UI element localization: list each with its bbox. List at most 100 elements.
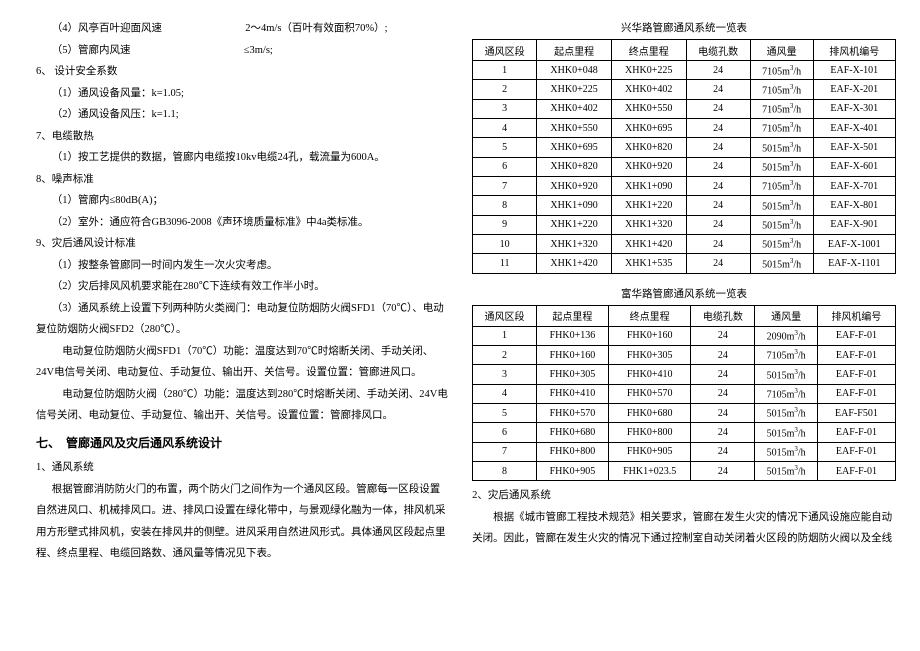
table-cell: 24 (691, 365, 755, 384)
table-cell: FHK0+800 (536, 442, 608, 461)
para: 电动复位防烟防火阀（280℃）功能：温度达到280℃时熔断关闭、手动关闭、24V… (36, 384, 450, 427)
table-cell: EAF-X-101 (813, 61, 895, 80)
para: （1）管廊内≤80dB(A)； (36, 190, 450, 212)
table-cell: 1 (473, 61, 537, 80)
para: 7、电缆散热 (36, 126, 450, 148)
table-cell: 6 (473, 157, 537, 176)
table-cell: 5015m3/h (755, 461, 818, 480)
para: （1）按整条管廊同一时间内发生一次火灾考虑。 (36, 255, 450, 277)
table-cell: XHK0+402 (537, 99, 612, 118)
table-row: 5FHK0+570FHK0+680245015m3/hEAF-F501 (473, 403, 896, 422)
table-cell: 24 (691, 461, 755, 480)
para: （2）通风设备风压：k=1.1; (36, 104, 450, 126)
right-column: 兴华路管廊通风系统一览表 通风区段起点里程终点里程电缆孔数通风量排风机编号 1X… (472, 18, 896, 565)
table-title: 兴华路管廊通风系统一览表 (472, 18, 896, 39)
table-cell: 24 (686, 215, 750, 234)
table-title: 富华路管廊通风系统一览表 (472, 284, 896, 305)
table-cell: EAF-X-701 (813, 176, 895, 195)
table-row: 7XHK0+920XHK1+090247105m3/hEAF-X-701 (473, 176, 896, 195)
table-cell: 3 (473, 365, 537, 384)
table-cell: EAF-X-1101 (813, 254, 895, 273)
table-cell: 6 (473, 423, 537, 442)
para: 8、噪声标准 (36, 169, 450, 191)
para: （2）室外：通应符合GB3096-2008《声环境质量标准》中4a类标准。 (36, 212, 450, 234)
para: （1）按工艺提供的数据，管廊内电缆按10kv电缆24孔，载流量为600A。 (36, 147, 450, 169)
table-cell: 24 (686, 254, 750, 273)
table-header: 电缆孔数 (686, 40, 750, 61)
table-cell: EAF-X-1001 (813, 234, 895, 253)
table-cell: XHK1+220 (537, 215, 612, 234)
table-cell: EAF-F-01 (817, 326, 895, 345)
table-cell: 4 (473, 118, 537, 137)
table-cell: XHK0+695 (611, 118, 686, 137)
table-header: 终点里程 (608, 305, 691, 326)
table-cell: 24 (691, 423, 755, 442)
table-cell: 3 (473, 99, 537, 118)
table-header: 通风量 (750, 40, 813, 61)
table-row: 9XHK1+220XHK1+320245015m3/hEAF-X-901 (473, 215, 896, 234)
para: 1、通风系统 (36, 457, 450, 479)
table-cell: XHK1+320 (537, 234, 612, 253)
table-cell: XHK0+225 (537, 80, 612, 99)
para: 电动复位防烟防火阀SFD1（70℃）功能：温度达到70℃时熔断关闭、手动关闭、2… (36, 341, 450, 384)
para: 2、灾后通风系统 (472, 485, 896, 507)
para: （1）通风设备风量：k=1.05; (36, 83, 450, 105)
table-header: 通风区段 (473, 305, 537, 326)
table-cell: 7105m3/h (755, 384, 818, 403)
table-row: 1FHK0+136FHK0+160242090m3/hEAF-F-01 (473, 326, 896, 345)
section-title: 七、 管廊通风及灾后通风系统设计 (36, 431, 450, 456)
para: （2）灾后排风风机要求能在280℃下连续有效工作半小时。 (36, 276, 450, 298)
table-cell: 7 (473, 176, 537, 195)
table-cell: FHK0+410 (536, 384, 608, 403)
table-cell: EAF-X-601 (813, 157, 895, 176)
table-cell: FHK0+905 (536, 461, 608, 480)
para: （3）通风系统上设置下列两种防火类阀门：电动复位防烟防火阀SFD1（70℃）、电… (36, 298, 450, 341)
table-cell: 4 (473, 384, 537, 403)
para: 9、灾后通风设计标准 (36, 233, 450, 255)
table-cell: 24 (691, 442, 755, 461)
para: 根据《城市管廊工程技术规范》相关要求，管廊在发生火灾的情况下通风设施应能自动关闭… (472, 507, 896, 550)
para: 6、 设计安全系数 (36, 61, 450, 83)
table-cell: EAF-X-401 (813, 118, 895, 137)
table-row: 7FHK0+800FHK0+905245015m3/hEAF-F-01 (473, 442, 896, 461)
table-cell: FHK0+160 (536, 345, 608, 364)
table-cell: EAF-X-301 (813, 99, 895, 118)
table-cell: 7105m3/h (750, 61, 813, 80)
table-row: 5XHK0+695XHK0+820245015m3/hEAF-X-501 (473, 138, 896, 157)
table-cell: XHK1+535 (611, 254, 686, 273)
table-cell: 7105m3/h (750, 176, 813, 195)
table-cell: EAF-X-901 (813, 215, 895, 234)
table-cell: XHK0+820 (537, 157, 612, 176)
table-cell: 24 (686, 157, 750, 176)
table-cell: XHK0+820 (611, 138, 686, 157)
table-row: 11XHK1+420XHK1+535245015m3/hEAF-X-1101 (473, 254, 896, 273)
table-cell: 10 (473, 234, 537, 253)
table-cell: EAF-F-01 (817, 423, 895, 442)
table-cell: FHK0+680 (608, 403, 691, 422)
table-cell: 2 (473, 80, 537, 99)
table-cell: 24 (691, 403, 755, 422)
table-fuhua: 通风区段起点里程终点里程电缆孔数通风量排风机编号 1FHK0+136FHK0+1… (472, 305, 896, 482)
table-cell: 24 (691, 326, 755, 345)
table-cell: 24 (686, 176, 750, 195)
para: （4）风亭百叶迎面风速 2～4m/s（百叶有效面积70%）; (36, 18, 450, 40)
table-cell: XHK1+090 (537, 196, 612, 215)
table-cell: XHK0+920 (537, 176, 612, 195)
table-cell: 24 (686, 138, 750, 157)
table-cell: 5015m3/h (755, 423, 818, 442)
table-cell: 7105m3/h (750, 99, 813, 118)
table-cell: XHK1+090 (611, 176, 686, 195)
table-cell: 2090m3/h (755, 326, 818, 345)
table-cell: EAF-F-01 (817, 384, 895, 403)
table-cell: XHK1+420 (611, 234, 686, 253)
table-cell: 8 (473, 196, 537, 215)
table-row: 2XHK0+225XHK0+402247105m3/hEAF-X-201 (473, 80, 896, 99)
table-cell: 24 (691, 384, 755, 403)
table-cell: 5015m3/h (750, 215, 813, 234)
text: 2～4m/s（百叶有效面积70%）; (245, 23, 387, 34)
table-row: 3XHK0+402XHK0+550247105m3/hEAF-X-301 (473, 99, 896, 118)
table-cell: 11 (473, 254, 537, 273)
table-cell: FHK0+305 (608, 345, 691, 364)
table-cell: 24 (686, 61, 750, 80)
table-cell: 7 (473, 442, 537, 461)
